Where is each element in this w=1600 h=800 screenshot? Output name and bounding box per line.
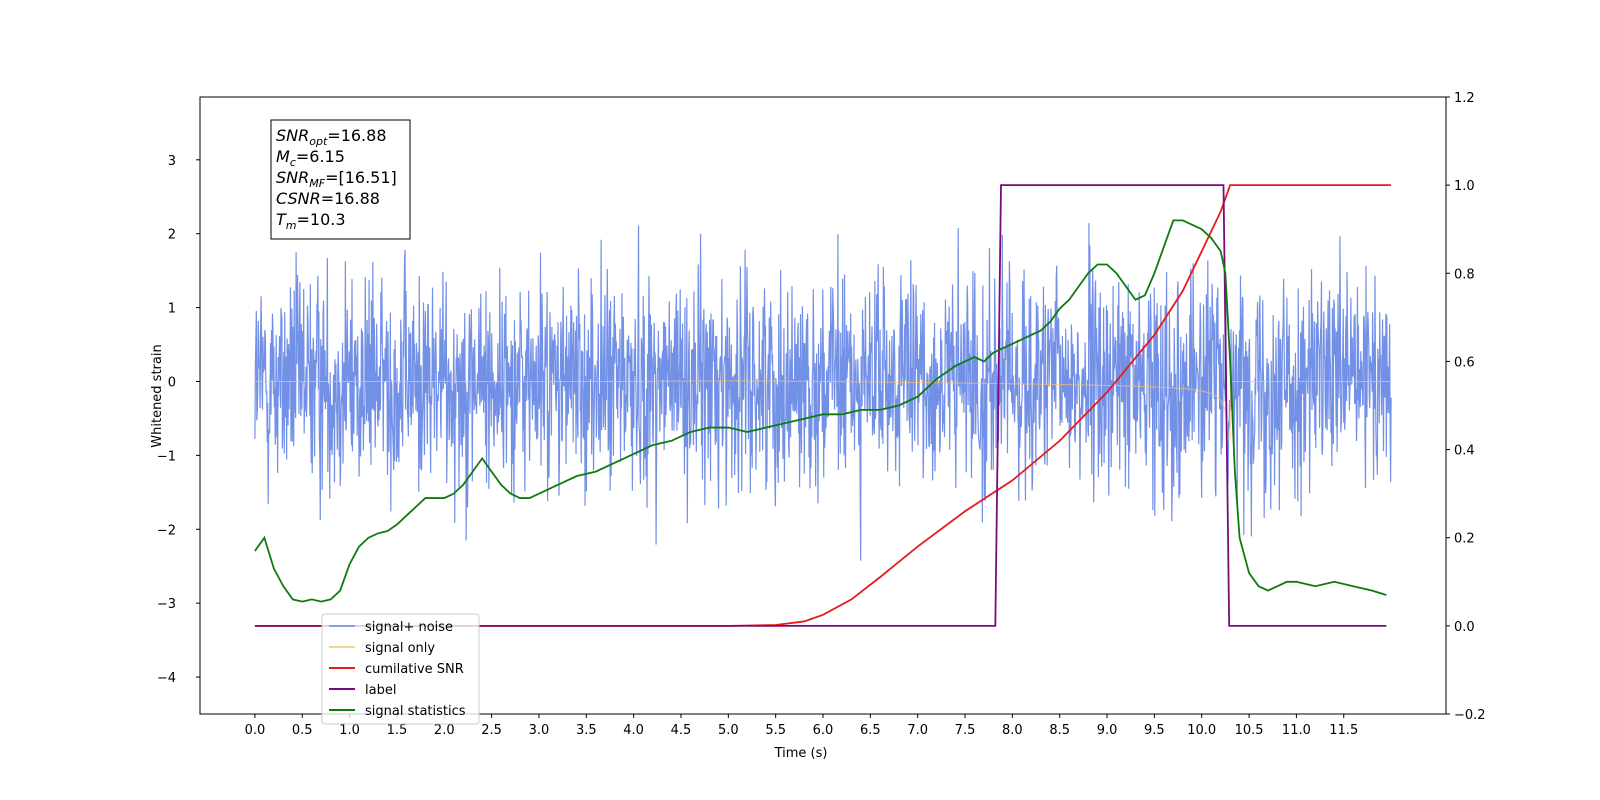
- series-signal-noise: [254, 222, 1392, 561]
- series-cumilative-snr: [254, 184, 1392, 627]
- x-tick-label: 7.0: [907, 723, 928, 738]
- annotation-line: Mc=6.15: [276, 147, 345, 169]
- x-tick-label: 2.5: [481, 723, 502, 738]
- series-signal-only: [254, 380, 1392, 440]
- x-tick-label: 5.5: [765, 723, 786, 738]
- y2-tick-label: 0.8: [1454, 267, 1475, 282]
- y-axis-label: Whitened strain: [150, 344, 165, 447]
- series-signal-statistics: [254, 219, 1387, 603]
- annotation-line: CSNR=16.88: [276, 189, 380, 208]
- x-tick-label: 3.5: [576, 723, 597, 738]
- legend-label: signal statistics: [365, 704, 466, 719]
- x-tick-label: 0.0: [245, 723, 266, 738]
- y2-tick-label: −0.2: [1454, 708, 1486, 723]
- y-tick-label: −2: [157, 523, 176, 538]
- x-tick-label: 3.0: [529, 723, 550, 738]
- legend-label: signal only: [365, 641, 435, 656]
- annotation-line: Tm=10.3: [276, 210, 346, 232]
- y-tick-label: 2: [168, 228, 176, 243]
- y-tick-label: 0: [168, 375, 176, 390]
- annotation-frame: [270, 119, 411, 240]
- y-axis-left: −4 −3 −2 −1 0 1 2 3: [157, 154, 200, 686]
- x-tick-label: 10.5: [1235, 723, 1264, 738]
- series-label: [254, 184, 1387, 627]
- y2-tick-label: 0.0: [1454, 620, 1475, 635]
- legend-label: signal+ noise: [365, 620, 453, 635]
- x-tick-label: 11.5: [1329, 723, 1358, 738]
- annotation-line: SNRopt=16.88: [276, 126, 387, 148]
- plot-area: [254, 184, 1392, 627]
- y2-tick-label: 0.2: [1454, 532, 1475, 547]
- x-tick-label: 1.5: [387, 723, 408, 738]
- x-tick-label: 7.5: [955, 723, 976, 738]
- x-axis-label: Time (s): [774, 746, 828, 761]
- x-tick-label: 9.0: [1097, 723, 1118, 738]
- x-tick-label: 4.5: [671, 723, 692, 738]
- y-tick-label: −4: [157, 671, 176, 686]
- y-tick-label: 1: [168, 302, 176, 317]
- legend-frame: [321, 613, 480, 725]
- y2-tick-label: 1.0: [1454, 179, 1475, 194]
- y-tick-label: −1: [157, 449, 176, 464]
- y-tick-label: −3: [157, 597, 176, 612]
- x-tick-label: 0.5: [292, 723, 313, 738]
- x-tick-label: 11.0: [1282, 723, 1311, 738]
- legend: signal+ noise signal only cumilative SNR la…: [321, 613, 480, 725]
- x-tick-label: 9.5: [1144, 723, 1165, 738]
- y-tick-label: 3: [168, 154, 176, 169]
- x-tick-label: 8.0: [1002, 723, 1023, 738]
- x-tick-label: 2.0: [434, 723, 455, 738]
- annotation-box: SNRopt=16.88Mc=6.15SNRMF=[16.51]CSNR=16.…: [270, 119, 411, 240]
- x-tick-label: 8.5: [1049, 723, 1070, 738]
- annotation-line: SNRMF=[16.51]: [276, 168, 397, 190]
- legend-label: label: [365, 683, 396, 698]
- y2-tick-label: 0.4: [1454, 444, 1475, 459]
- x-tick-label: 4.0: [623, 723, 644, 738]
- x-tick-label: 5.0: [718, 723, 739, 738]
- y2-tick-label: 1.2: [1454, 91, 1475, 106]
- x-tick-label: 10.0: [1187, 723, 1216, 738]
- y2-tick-label: 0.6: [1454, 355, 1475, 370]
- x-tick-label: 6.5: [860, 723, 881, 738]
- legend-label: cumilative SNR: [365, 662, 464, 677]
- x-tick-label: 6.0: [813, 723, 834, 738]
- x-axis: 0.0 0.5 1.0 1.5 2.0 2.5 3.0 3.5 4.0 4.5 5.0 5.5 6.0 6…: [245, 714, 1358, 738]
- y-axis-right: −0.2 0.0 0.2 0.4 0.6 0.8 1.0 1.2: [1446, 91, 1486, 723]
- x-tick-label: 1.0: [339, 723, 360, 738]
